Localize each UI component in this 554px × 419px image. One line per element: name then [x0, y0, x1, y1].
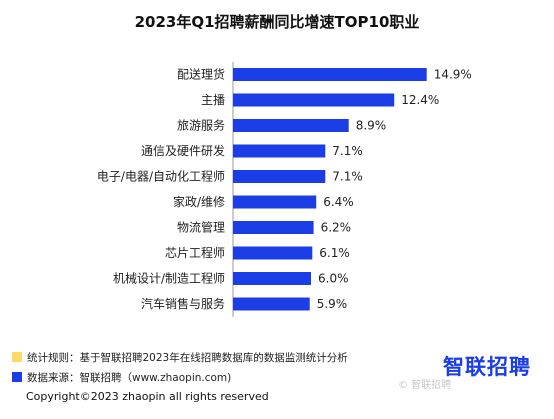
category-label: 家政/维修 [173, 194, 225, 209]
value-label: 7.1% [332, 144, 363, 158]
category-label: 汽车销售与服务 [141, 296, 225, 311]
watermark: © 智联招聘 [398, 380, 452, 391]
category-label: 电子/电器/自动化工程师 [97, 169, 225, 184]
footnote-rule-text: 统计规则：基于智联招聘2023年在线招聘数据库的数据监测统计分析 [27, 352, 348, 364]
category-label: 芯片工程师 [165, 245, 225, 260]
category-label: 机械设计/制造工程师 [113, 271, 225, 286]
chart-title: 2023年Q1招聘薪酬同比增速TOP10职业 [134, 13, 420, 31]
value-label: 8.9% [356, 119, 387, 133]
value-label: 5.9% [317, 297, 348, 311]
bar [233, 93, 395, 107]
bar [233, 144, 326, 158]
footnote-source-swatch [12, 372, 22, 382]
bar [233, 170, 326, 183]
category-label: 物流管理 [177, 220, 225, 235]
footnote-source: 数据来源：智联招聘（www.zhaopin.com) [12, 370, 231, 385]
bar [233, 272, 311, 285]
category-label: 旅游服务 [177, 118, 225, 133]
category-label: 通信及硬件研发 [141, 143, 225, 158]
footnote-rule: 统计规则：基于智联招聘2023年在线招聘数据库的数据监测统计分析 [12, 350, 348, 365]
bar [233, 119, 349, 132]
value-label: 6.1% [319, 246, 350, 260]
category-label: 配送理货 [177, 67, 225, 82]
copyright-text: Copyright©2023 zhaopin all rights reserv… [26, 390, 269, 403]
bar [233, 221, 314, 234]
bar [233, 68, 427, 81]
value-label: 14.9% [434, 68, 472, 82]
value-label: 12.4% [401, 93, 439, 107]
bar-chart: 配送理货 14.9% 主播 12.4% 旅游服务 8.9% 通信及硬件研发 7.1% 电子/电器… [97, 61, 472, 317]
value-label: 7.1% [332, 170, 363, 184]
footnote-rule-swatch [12, 352, 22, 362]
bar [233, 246, 313, 260]
category-label: 主播 [201, 93, 225, 107]
footnote-source-text: 数据来源：智联招聘（www.zhaopin.com) [27, 372, 232, 384]
zhaopin-logo: 智联招聘 [443, 355, 531, 379]
value-label: 6.4% [323, 195, 354, 209]
bar [233, 297, 310, 311]
value-label: 6.0% [318, 272, 349, 286]
bar [233, 195, 317, 209]
value-label: 6.2% [321, 221, 352, 235]
